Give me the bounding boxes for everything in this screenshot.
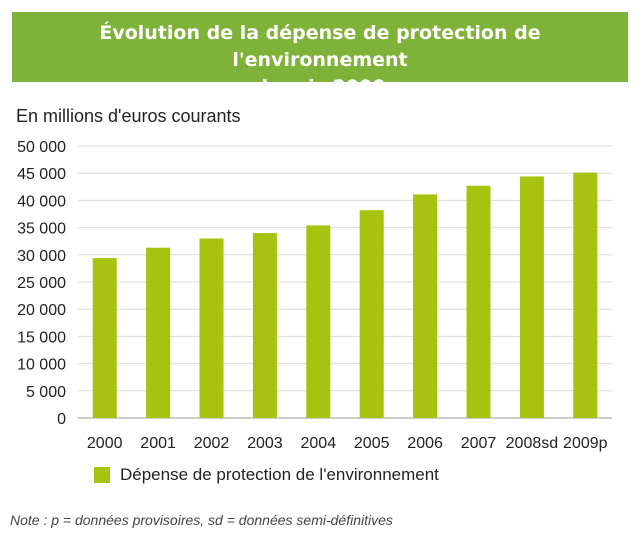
y-tick-label: 35 000 [17, 221, 66, 238]
legend: Dépense de protection de l'environnement [94, 465, 439, 485]
bar-2006 [413, 194, 438, 418]
y-tick-label: 25 000 [17, 275, 66, 292]
y-tick-label: 50 000 [17, 139, 66, 156]
chart-title: Évolution de la dépense de protection de… [12, 12, 628, 98]
y-tick-label: 20 000 [17, 302, 66, 319]
x-tick-label: 2006 [407, 435, 443, 452]
x-tick-label: 2002 [194, 435, 230, 452]
legend-label: Dépense de protection de l'environnement [120, 465, 439, 484]
legend-swatch [94, 467, 110, 483]
bar-2007 [466, 185, 491, 418]
bar-2002 [199, 238, 224, 418]
y-axis-ticks: 0 5 000 10 000 15 000 20 000 25 000 30 000 35 0… [17, 139, 66, 428]
x-tick-label: 2001 [140, 435, 176, 452]
y-axis-unit-label: En millions d'euros courants [16, 106, 241, 126]
bar-2001 [146, 247, 171, 418]
y-tick-label: 30 000 [17, 248, 66, 265]
bar-2003 [252, 233, 277, 418]
y-tick-label: 10 000 [17, 357, 66, 374]
x-tick-label: 2007 [461, 435, 497, 452]
y-tick-label: 45 000 [17, 166, 66, 183]
bar-2004 [306, 225, 331, 418]
x-tick-label: 2003 [247, 435, 283, 452]
bar-2009p [573, 172, 598, 418]
x-tick-label: 2004 [301, 435, 337, 452]
footnote: Note : p = données provisoires, sd = don… [10, 512, 393, 528]
chart-title-line2: depuis 2000 [254, 76, 386, 98]
y-tick-label: 15 000 [17, 329, 66, 346]
bars [92, 172, 598, 418]
y-tick-label: 5 000 [26, 384, 66, 401]
y-tick-label: 40 000 [17, 193, 66, 210]
bar-2008sd [519, 176, 544, 418]
y-tick-label: 0 [57, 411, 66, 428]
x-tick-label: 2000 [87, 435, 123, 452]
x-tick-label: 2008sd [506, 435, 559, 452]
bar-2000 [92, 258, 117, 418]
chart-title-line1: Évolution de la dépense de protection de… [99, 22, 541, 71]
x-tick-label: 2005 [354, 435, 390, 452]
bar-2005 [359, 210, 384, 418]
x-tick-label: 2009p [563, 435, 608, 452]
x-axis-ticks: 2000 2001 2002 2003 2004 2005 2006 2007 2008sd 20… [87, 435, 608, 452]
